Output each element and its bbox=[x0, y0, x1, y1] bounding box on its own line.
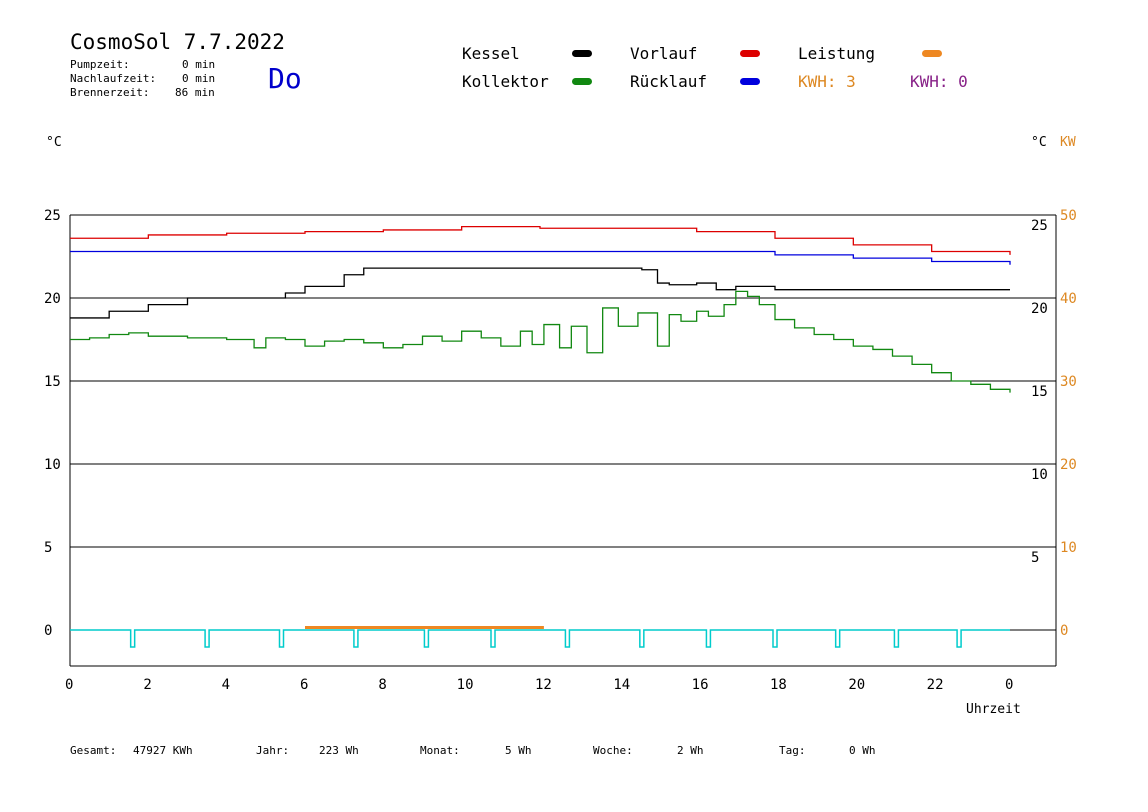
legend-kollektor-swatch bbox=[572, 78, 592, 85]
stat-label-nachlaufzeit: Nachlaufzeit: bbox=[70, 72, 157, 85]
legend-leistung-label: Leistung bbox=[798, 44, 876, 63]
x-axis-label: Uhrzeit bbox=[966, 702, 1021, 717]
legend-kessel-swatch bbox=[572, 50, 592, 57]
y-right-tick-label: 25 bbox=[1031, 218, 1048, 234]
y-right2-tick-label: 40 bbox=[1060, 291, 1077, 307]
x-tick-label: 18 bbox=[770, 677, 787, 693]
kwh-total-2: KWH: 0 bbox=[910, 72, 968, 91]
y-right2-tick-label: 10 bbox=[1060, 540, 1077, 556]
x-tick-label: 10 bbox=[457, 677, 474, 693]
stat-value-brennerzeit: 86 min bbox=[175, 86, 215, 99]
series-line-kessel bbox=[70, 267, 1010, 319]
x-tick-label: 16 bbox=[692, 677, 709, 693]
y-right2-tick-label: 30 bbox=[1060, 374, 1077, 390]
footer-woche-value: 2 Wh bbox=[677, 744, 704, 757]
footer-gesamt-value: 47927 KWh bbox=[133, 744, 193, 757]
legend-kessel-label: Kessel bbox=[462, 44, 520, 63]
x-tick-label: 22 bbox=[927, 677, 944, 693]
y-left-tick-label: 10 bbox=[44, 457, 61, 473]
y-right2-tick-label: 20 bbox=[1060, 457, 1077, 473]
x-tick-label: 14 bbox=[613, 677, 630, 693]
y-left-tick-label: 0 bbox=[44, 623, 52, 639]
x-tick-label: 0 bbox=[65, 677, 73, 693]
stat-label-pumpzeit: Pumpzeit: bbox=[70, 58, 130, 71]
legend-leistung-swatch bbox=[922, 50, 942, 57]
legend-vorlauf-swatch bbox=[740, 50, 760, 57]
x-tick-label: 12 bbox=[535, 677, 552, 693]
x-tick-label: 6 bbox=[300, 677, 308, 693]
y-right2-unit: KW bbox=[1060, 135, 1076, 150]
y-left-tick-label: 15 bbox=[44, 374, 61, 390]
series-line-kollektor bbox=[70, 290, 1011, 393]
y-left-tick-label: 5 bbox=[44, 540, 52, 556]
chart-title: CosmoSol 7.7.2022 bbox=[70, 30, 285, 54]
y-right2-tick-label: 0 bbox=[1060, 623, 1068, 639]
footer-gesamt-label: Gesamt: bbox=[70, 744, 117, 757]
footer-tag-value: 0 Wh bbox=[849, 744, 876, 757]
x-tick-label: 0 bbox=[1005, 677, 1013, 693]
legend-ruecklauf-label: Rücklauf bbox=[630, 72, 708, 91]
footer-jahr-value: 223 Wh bbox=[319, 744, 359, 757]
series-line-vorlauf bbox=[70, 225, 1011, 255]
x-tick-label: 8 bbox=[378, 677, 386, 693]
y-right-tick-label: 15 bbox=[1031, 384, 1048, 400]
stat-value-nachlaufzeit: 0 min bbox=[182, 72, 216, 85]
kwh-total-1: KWH: 3 bbox=[798, 72, 856, 91]
weekday-label: Do bbox=[268, 62, 302, 95]
footer-jahr-label: Jahr: bbox=[256, 744, 290, 757]
y-right-tick-label: 10 bbox=[1031, 467, 1048, 483]
footer-monat-label: Monat: bbox=[420, 744, 460, 757]
y-left-tick-label: 25 bbox=[44, 208, 61, 224]
legend-ruecklauf-swatch bbox=[740, 78, 760, 85]
series-line-rcklauf bbox=[70, 250, 1011, 265]
x-tick-label: 2 bbox=[143, 677, 151, 693]
stat-label-brennerzeit: Brennerzeit: bbox=[70, 86, 150, 99]
footer-tag-label: Tag: bbox=[779, 744, 806, 757]
zero-line-pulses bbox=[70, 629, 1010, 648]
x-tick-label: 20 bbox=[848, 677, 865, 693]
y-right-tick-label: 5 bbox=[1031, 550, 1039, 566]
stat-value-pumpzeit: 0 min bbox=[182, 58, 216, 71]
footer-monat-value: 5 Wh bbox=[505, 744, 532, 757]
footer-woche-label: Woche: bbox=[593, 744, 633, 757]
y-right-tick-label: 20 bbox=[1031, 301, 1048, 317]
legend-vorlauf-label: Vorlauf bbox=[630, 44, 698, 63]
y-right-unit: °C bbox=[1031, 135, 1047, 150]
y-left-tick-label: 20 bbox=[44, 291, 61, 307]
y-left-unit: °C bbox=[46, 135, 62, 150]
x-tick-label: 4 bbox=[222, 677, 230, 693]
y-right2-tick-label: 50 bbox=[1060, 208, 1077, 224]
legend-kollektor-label: Kollektor bbox=[462, 72, 549, 91]
